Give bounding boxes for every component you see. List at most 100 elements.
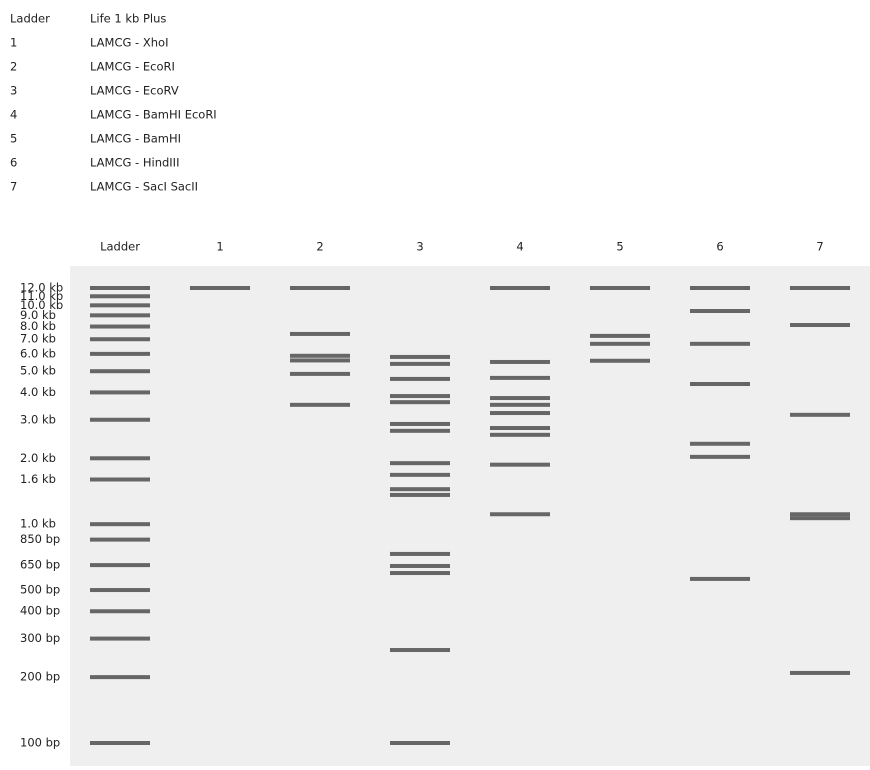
band bbox=[90, 303, 150, 308]
legend-lane: 1 bbox=[10, 36, 17, 50]
band bbox=[790, 286, 850, 290]
band bbox=[290, 286, 350, 290]
size-label: 200 bp bbox=[20, 670, 60, 684]
size-label: 400 bp bbox=[20, 604, 60, 618]
band bbox=[590, 333, 650, 338]
legend-lane: Ladder bbox=[10, 12, 50, 26]
band bbox=[390, 487, 450, 492]
lane-label: 3 bbox=[416, 240, 423, 254]
band bbox=[90, 563, 150, 568]
band bbox=[390, 492, 450, 497]
size-label: 1.6 kb bbox=[20, 472, 56, 486]
band bbox=[90, 313, 150, 318]
band bbox=[490, 375, 550, 380]
legend-lane: 3 bbox=[10, 84, 17, 98]
band bbox=[490, 462, 550, 467]
size-label: 10.0 kb bbox=[20, 298, 63, 312]
band bbox=[690, 576, 750, 581]
band bbox=[290, 371, 350, 376]
band bbox=[690, 441, 750, 446]
size-label: 100 bp bbox=[20, 736, 60, 750]
band bbox=[390, 461, 450, 466]
band bbox=[790, 323, 850, 328]
band bbox=[690, 286, 750, 290]
band bbox=[590, 358, 650, 363]
band bbox=[90, 609, 150, 614]
lane-label: 1 bbox=[216, 240, 223, 254]
size-label: 8.0 kb bbox=[20, 319, 56, 333]
size-label: 9.0 kb bbox=[20, 308, 56, 322]
band bbox=[590, 286, 650, 290]
band bbox=[490, 402, 550, 407]
size-label: 4.0 kb bbox=[20, 385, 56, 399]
band bbox=[390, 354, 450, 359]
band bbox=[590, 341, 650, 346]
legend-description: LAMCG - BamHI EcoRI bbox=[90, 108, 217, 122]
legend-description: LAMCG - EcoRV bbox=[90, 84, 179, 98]
band bbox=[490, 286, 550, 290]
band bbox=[390, 551, 450, 556]
band bbox=[790, 670, 850, 675]
band bbox=[790, 512, 850, 517]
legend-description: LAMCG - XhoI bbox=[90, 36, 168, 50]
band bbox=[90, 337, 150, 342]
lane-label: 2 bbox=[316, 240, 323, 254]
band bbox=[90, 369, 150, 374]
band bbox=[390, 648, 450, 653]
band bbox=[390, 472, 450, 477]
band bbox=[790, 412, 850, 417]
band bbox=[390, 428, 450, 433]
band bbox=[390, 741, 450, 745]
band bbox=[690, 454, 750, 459]
band bbox=[690, 341, 750, 346]
band bbox=[390, 376, 450, 381]
lane-label: Ladder bbox=[100, 240, 140, 254]
band bbox=[490, 426, 550, 431]
band bbox=[390, 563, 450, 568]
legend-description: LAMCG - EcoRI bbox=[90, 60, 175, 74]
legend-description: LAMCG - HindIII bbox=[90, 156, 179, 170]
size-label: 6.0 kb bbox=[20, 346, 56, 360]
lane-label: 4 bbox=[516, 240, 523, 254]
band bbox=[190, 286, 250, 290]
band bbox=[290, 358, 350, 363]
band bbox=[90, 390, 150, 395]
legend-description: LAMCG - SacI SacII bbox=[90, 180, 198, 194]
band bbox=[90, 522, 150, 527]
band bbox=[690, 382, 750, 387]
size-label: 300 bp bbox=[20, 631, 60, 645]
size-label: 650 bp bbox=[20, 558, 60, 572]
band bbox=[90, 537, 150, 542]
lane-label: 6 bbox=[716, 240, 723, 254]
band bbox=[390, 571, 450, 576]
band bbox=[90, 351, 150, 356]
band bbox=[390, 394, 450, 399]
band bbox=[90, 294, 150, 299]
band bbox=[390, 421, 450, 426]
size-label: 5.0 kb bbox=[20, 364, 56, 378]
lane-label: 7 bbox=[816, 240, 823, 254]
gel-background bbox=[70, 266, 870, 766]
band bbox=[490, 512, 550, 517]
band bbox=[90, 286, 150, 290]
legend-lane: 6 bbox=[10, 156, 17, 170]
size-label: 2.0 kb bbox=[20, 451, 56, 465]
band bbox=[490, 396, 550, 401]
size-label: 1.0 kb bbox=[20, 517, 56, 531]
band bbox=[290, 353, 350, 358]
band bbox=[90, 456, 150, 461]
band bbox=[290, 331, 350, 336]
band bbox=[490, 411, 550, 416]
legend-lane: 7 bbox=[10, 180, 17, 194]
band bbox=[90, 477, 150, 482]
lane-label: 5 bbox=[616, 240, 623, 254]
legend-lane: 4 bbox=[10, 108, 17, 122]
band bbox=[90, 675, 150, 680]
band bbox=[490, 359, 550, 364]
legend-lane: 5 bbox=[10, 132, 17, 146]
band bbox=[790, 516, 850, 521]
band bbox=[90, 741, 150, 745]
legend-description: Life 1 kb Plus bbox=[90, 12, 166, 26]
band bbox=[90, 324, 150, 329]
